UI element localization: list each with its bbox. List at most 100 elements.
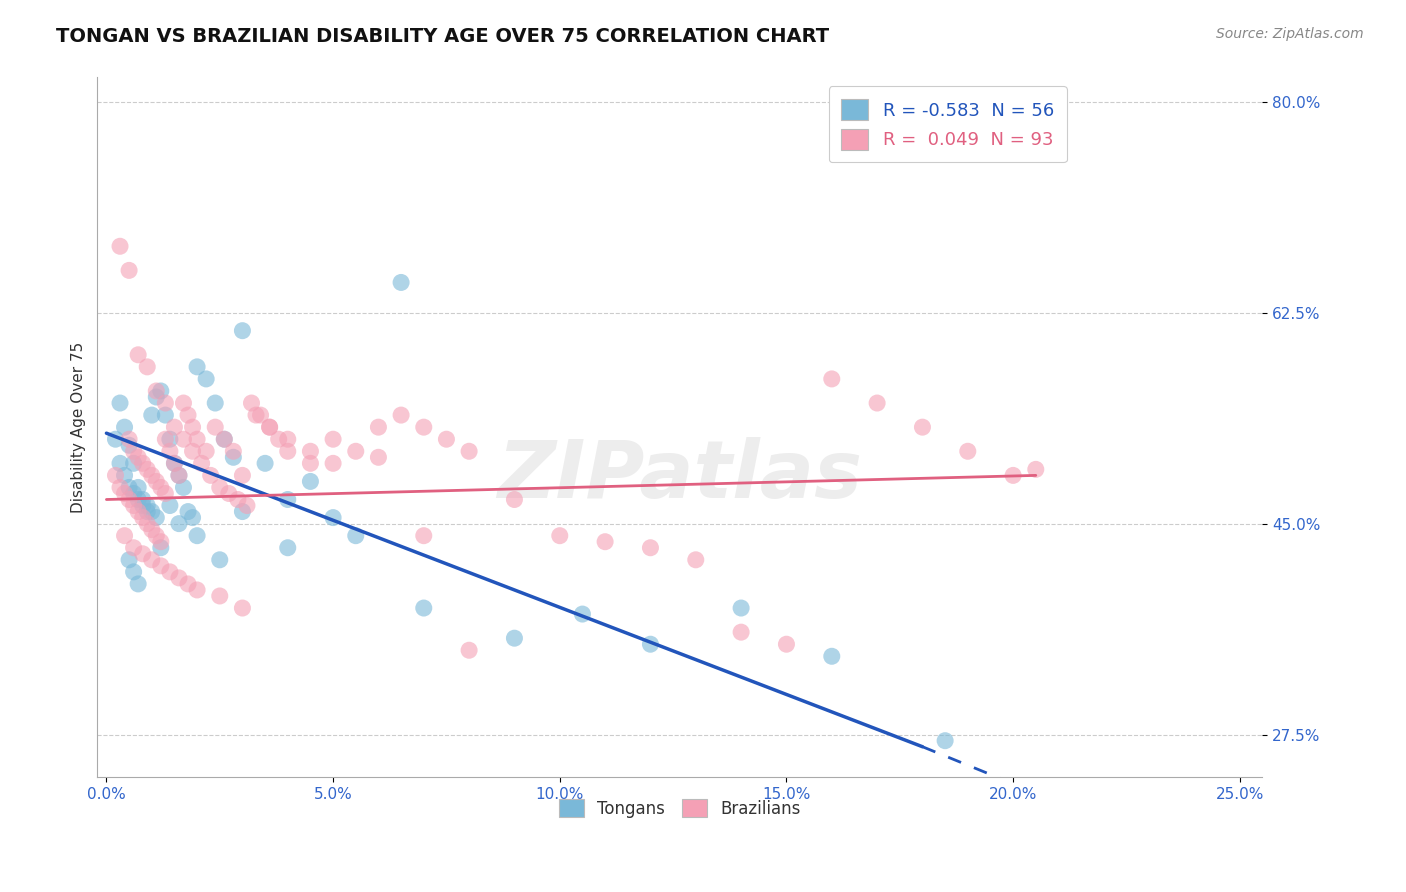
Point	[218, 486, 240, 500]
Point	[181, 420, 204, 434]
Point	[149, 534, 172, 549]
Point	[145, 510, 167, 524]
Point	[548, 529, 571, 543]
Point	[458, 643, 481, 657]
Point	[436, 432, 458, 446]
Point	[231, 601, 253, 615]
Point	[208, 553, 231, 567]
Point	[108, 480, 131, 494]
Point	[186, 359, 208, 374]
Point	[163, 456, 186, 470]
Point	[122, 541, 145, 555]
Point	[186, 582, 208, 597]
Point	[159, 432, 181, 446]
Point	[236, 499, 259, 513]
Point	[267, 432, 290, 446]
Point	[104, 432, 127, 446]
Point	[131, 499, 153, 513]
Point	[322, 510, 344, 524]
Point	[159, 444, 181, 458]
Point	[186, 529, 208, 543]
Point	[118, 553, 141, 567]
Point	[127, 450, 149, 465]
Point	[389, 408, 412, 422]
Point	[114, 420, 136, 434]
Point	[344, 444, 367, 458]
Point	[167, 571, 190, 585]
Point	[730, 601, 752, 615]
Point	[277, 432, 299, 446]
Point	[177, 577, 200, 591]
Point	[145, 390, 167, 404]
Point	[685, 553, 707, 567]
Point	[593, 534, 616, 549]
Point	[131, 456, 153, 470]
Point	[231, 324, 253, 338]
Point	[114, 529, 136, 543]
Point	[503, 492, 526, 507]
Point	[299, 456, 322, 470]
Point	[159, 499, 181, 513]
Point	[458, 444, 481, 458]
Point	[186, 432, 208, 446]
Point	[141, 505, 163, 519]
Point	[114, 486, 136, 500]
Point	[412, 601, 434, 615]
Point	[200, 468, 222, 483]
Point	[149, 541, 172, 555]
Y-axis label: Disability Age Over 75: Disability Age Over 75	[72, 342, 86, 513]
Point	[367, 450, 389, 465]
Point	[934, 733, 956, 747]
Point	[208, 480, 231, 494]
Text: TONGAN VS BRAZILIAN DISABILITY AGE OVER 75 CORRELATION CHART: TONGAN VS BRAZILIAN DISABILITY AGE OVER …	[56, 27, 830, 45]
Point	[149, 480, 172, 494]
Point	[730, 625, 752, 640]
Point	[640, 637, 662, 651]
Point	[131, 547, 153, 561]
Point	[127, 492, 149, 507]
Point	[167, 468, 190, 483]
Point	[195, 444, 218, 458]
Point	[173, 432, 195, 446]
Point	[136, 505, 159, 519]
Point	[127, 577, 149, 591]
Point	[322, 432, 344, 446]
Point	[104, 468, 127, 483]
Point	[149, 558, 172, 573]
Point	[136, 516, 159, 531]
Point	[503, 631, 526, 645]
Point	[412, 529, 434, 543]
Point	[571, 607, 593, 621]
Point	[108, 239, 131, 253]
Point	[122, 456, 145, 470]
Point	[131, 510, 153, 524]
Point	[155, 432, 177, 446]
Point	[277, 492, 299, 507]
Point	[222, 444, 245, 458]
Point	[136, 359, 159, 374]
Point	[344, 529, 367, 543]
Point	[145, 384, 167, 398]
Point	[141, 523, 163, 537]
Point	[299, 444, 322, 458]
Point	[177, 408, 200, 422]
Point	[136, 499, 159, 513]
Text: ZIPatlas: ZIPatlas	[498, 437, 862, 515]
Point	[155, 486, 177, 500]
Point	[214, 432, 236, 446]
Point	[155, 408, 177, 422]
Point	[145, 475, 167, 489]
Point	[299, 475, 322, 489]
Point	[1025, 462, 1047, 476]
Point	[204, 396, 226, 410]
Point	[122, 565, 145, 579]
Point	[204, 420, 226, 434]
Point	[118, 263, 141, 277]
Point	[214, 432, 236, 446]
Point	[118, 492, 141, 507]
Point	[127, 505, 149, 519]
Legend: Tongans, Brazilians: Tongans, Brazilians	[553, 792, 807, 824]
Point	[177, 505, 200, 519]
Point	[866, 396, 889, 410]
Text: Source: ZipAtlas.com: Source: ZipAtlas.com	[1216, 27, 1364, 41]
